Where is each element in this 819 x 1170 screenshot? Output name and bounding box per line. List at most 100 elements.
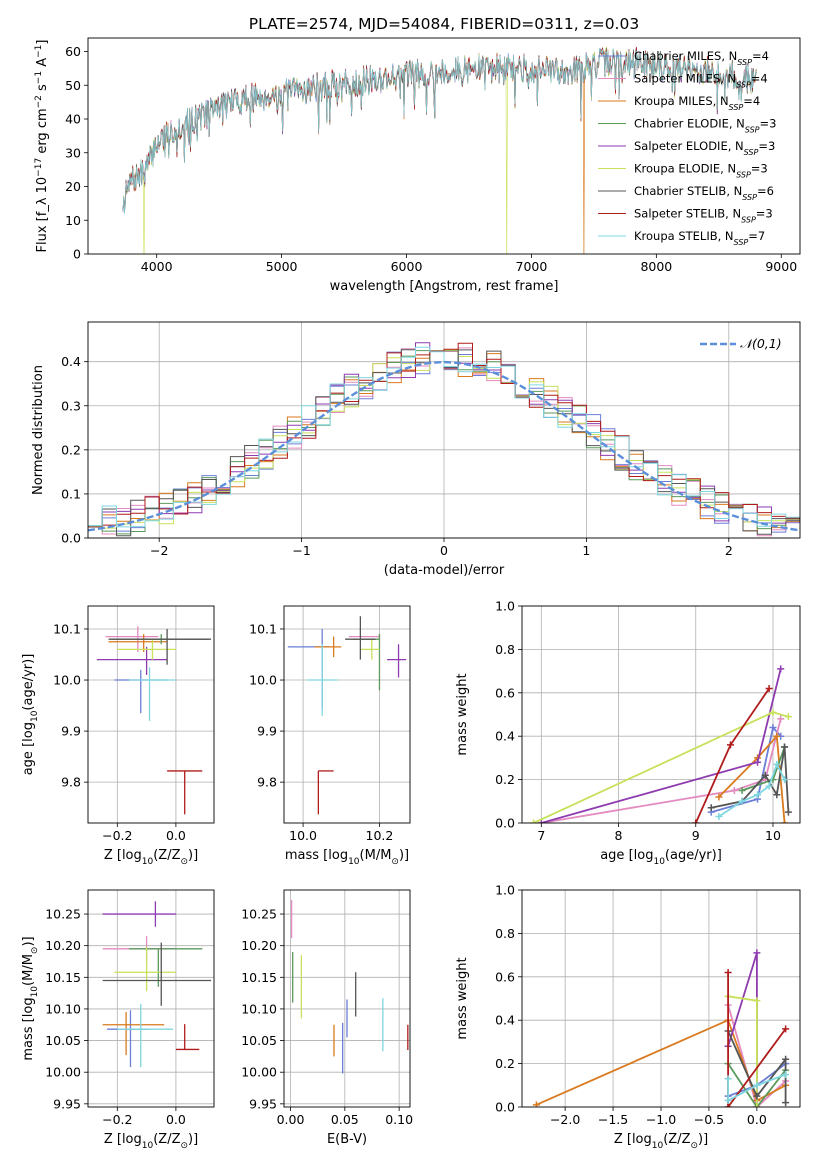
- y-tick-label: 10.0: [53, 673, 81, 688]
- series-marker: [761, 771, 769, 779]
- axes-frame: [521, 889, 801, 1108]
- y-tick-label: 10.10: [45, 1001, 81, 1016]
- y-tick-label: 10.20: [45, 938, 81, 953]
- legend-entry: Salpeter MILES, NSSP=4: [634, 72, 768, 90]
- label-part: ⊙: [690, 1141, 698, 1151]
- label-part: log: [21, 997, 36, 1017]
- y-axis-label: mass weight: [455, 957, 470, 1039]
- series-marker: [769, 708, 777, 716]
- series-marker: [753, 1092, 761, 1100]
- mass_vs_Z-marks: [102, 901, 212, 1068]
- x-tick-label: −2.0: [550, 1112, 580, 1127]
- axes-frame: [87, 321, 801, 539]
- errorbar-point: [102, 942, 212, 1006]
- x-tick-label: 4000: [141, 259, 173, 274]
- series-line: [727, 1063, 787, 1107]
- y-tick-label: 10.25: [45, 907, 81, 922]
- errorbar-point: [317, 770, 334, 815]
- y-tick-label: 9.8: [61, 775, 81, 790]
- legend-sub: SSP: [742, 193, 757, 202]
- errorbar-point: [348, 634, 381, 640]
- x-axis-label: (data-model)/error: [384, 563, 505, 578]
- series-marker: [777, 665, 785, 673]
- legend-sub: SSP: [741, 215, 756, 224]
- errorbar-point: [360, 639, 380, 660]
- x-tick-label: 0: [440, 543, 448, 558]
- x-tick-label: 10.0: [289, 828, 317, 843]
- y-tick-label: 10.05: [241, 1033, 277, 1048]
- label-part: (age/yr)]: [665, 848, 722, 863]
- legend-entry: Salpeter STELIB, NSSP=3: [634, 207, 773, 225]
- series-marker: [753, 1103, 761, 1107]
- legend-model: Chabrier ELODIE, N: [634, 117, 745, 131]
- y-tick-label: 10.10: [241, 1001, 277, 1016]
- x-tick-label: 5000: [266, 259, 298, 274]
- label-part: −1: [34, 71, 44, 84]
- residuals-panel: −2 −1 0 1 2 0.0 0.1 0.2 0.3 0.4 (data-model)/error…: [31, 321, 801, 578]
- weight_vs_Z-panel: −2.0 −1.5 −1.0 −0.5 0.0 0.0 0.2 0.4 0.6 0.8 1.0 Z […: [455, 883, 801, 1151]
- y-tick-label: 20: [65, 179, 81, 194]
- label-part: Z [: [614, 1132, 632, 1147]
- y-tick-label: 9.9: [61, 724, 81, 739]
- x-tick-label: −1: [292, 543, 310, 558]
- label-part: s: [35, 84, 50, 95]
- y-tick-label: 0.3: [61, 398, 81, 413]
- x-tick-label: 10.2: [366, 828, 394, 843]
- series-marker: [773, 760, 781, 768]
- legend-model: Salpeter MILES, N: [634, 72, 736, 86]
- y-tick-label: 0.4: [495, 729, 515, 744]
- errorbar-point: [107, 1010, 149, 1068]
- x-tick-label: −1.5: [598, 1112, 628, 1127]
- y-tick-label: 10.25: [241, 907, 277, 922]
- y-tick-label: 0: [73, 247, 81, 262]
- legend-model: Kroupa MILES, N: [634, 94, 729, 108]
- y-tick-label: 0.6: [495, 685, 515, 700]
- series-marker: [753, 949, 761, 957]
- y-tick-label: 9.95: [249, 1096, 277, 1111]
- series-marker: [784, 808, 792, 816]
- x-tick-label: −2: [150, 543, 168, 558]
- errorbar-point: [96, 646, 168, 675]
- label-part: )]: [399, 848, 409, 863]
- series-marker: [738, 786, 746, 794]
- label-part: Z [: [104, 848, 122, 863]
- label-part: (age/yr)]: [21, 654, 36, 711]
- series-marker: [754, 758, 762, 766]
- legend-model: Chabrier MILES, N: [634, 49, 737, 63]
- legend-model: Salpeter STELIB, N: [634, 207, 741, 221]
- legend-nssp: =3: [756, 207, 773, 221]
- x-tick-label: 9000: [765, 259, 797, 274]
- x-axis-label: Z [log10(Z/Z⊙)]: [614, 1132, 708, 1151]
- label-part: Flux [f_λ 10: [35, 177, 50, 253]
- y-axis-label: Normed distribution: [31, 365, 46, 495]
- x-tick-label: 2: [725, 543, 733, 558]
- label-part: ⊙: [180, 857, 188, 867]
- series-line: [727, 972, 787, 1107]
- label-part: erg cm: [35, 108, 50, 157]
- age_vs_mass-marks: [287, 616, 407, 815]
- series-line: [718, 734, 786, 823]
- y-tick-label: 10.20: [241, 938, 277, 953]
- y-axis-label: Flux [f_λ 10−17 erg cm−2 s−1 A−1]: [34, 40, 50, 253]
- label-part: age [: [21, 742, 36, 775]
- y-tick-label: 10.1: [53, 621, 81, 636]
- series-marker: [715, 812, 723, 820]
- spectrum-line: [122, 48, 757, 214]
- series-marker: [781, 819, 789, 823]
- label-part: (Z/Z: [663, 1132, 690, 1147]
- axes-frame: [87, 605, 215, 824]
- axes-frame: [283, 889, 411, 1108]
- errorbar-point: [306, 644, 338, 716]
- series-marker: [773, 732, 781, 740]
- axes-frame: [87, 37, 801, 255]
- legend-model: Chabrier STELIB, N: [634, 184, 742, 198]
- legend-nssp: =4: [752, 49, 769, 63]
- legend-nssp: =4: [751, 72, 768, 86]
- series-marker: [765, 684, 773, 692]
- label-part: mass weight: [455, 673, 470, 755]
- normal-reference-curve: [88, 360, 800, 532]
- legend-sub: SSP: [737, 58, 752, 67]
- series-marker: [782, 1055, 790, 1063]
- y-tick-label: 1.0: [495, 883, 515, 898]
